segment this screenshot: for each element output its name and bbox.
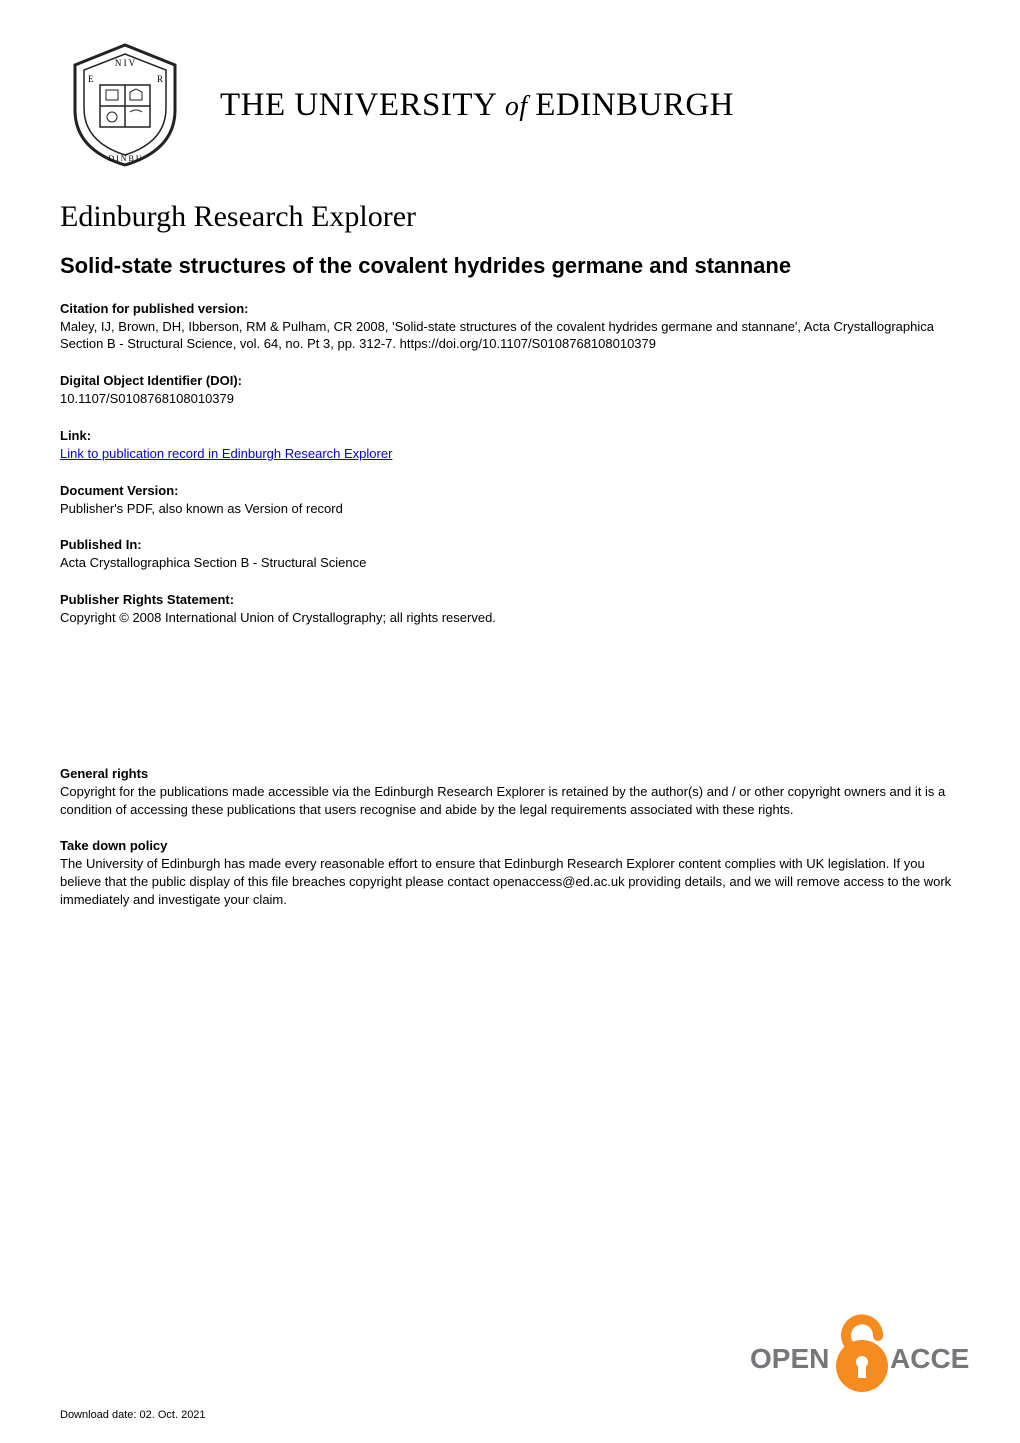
university-name: THE UNIVERSITY of EDINBURGH bbox=[220, 87, 734, 124]
svg-text:N I V: N I V bbox=[115, 58, 136, 68]
uni-name-pre: THE UNIVERSITY bbox=[220, 87, 505, 123]
open-access-logo: OPEN ACCESS bbox=[750, 1308, 970, 1398]
header: N I V E R D I N B U THE UNIVERSITY of ED… bbox=[60, 40, 960, 170]
paper-title: Solid-state structures of the covalent h… bbox=[60, 252, 960, 281]
uni-name-of: of bbox=[505, 91, 535, 122]
rights-text: Copyright © 2008 International Union of … bbox=[60, 609, 960, 627]
doi-label: Digital Object Identifier (DOI): bbox=[60, 373, 960, 388]
uni-name-post: EDINBURGH bbox=[535, 87, 734, 123]
explorer-title: Edinburgh Research Explorer bbox=[60, 200, 960, 234]
published-in-text: Acta Crystallographica Section B - Struc… bbox=[60, 554, 960, 572]
download-date: Download date: 02. Oct. 2021 bbox=[60, 1409, 206, 1421]
published-in-label: Published In: bbox=[60, 537, 960, 552]
doc-version-label: Document Version: bbox=[60, 483, 960, 498]
open-lock-icon bbox=[836, 1319, 888, 1392]
svg-text:D I N B U: D I N B U bbox=[108, 154, 142, 163]
oa-open-text: OPEN bbox=[750, 1343, 829, 1374]
publication-record-link[interactable]: Link to publication record in Edinburgh … bbox=[60, 446, 392, 461]
link-label: Link: bbox=[60, 428, 960, 443]
svg-text:R: R bbox=[157, 74, 163, 84]
takedown-label: Take down policy bbox=[60, 838, 960, 853]
oa-access-text: ACCESS bbox=[890, 1343, 970, 1374]
university-crest-icon: N I V E R D I N B U bbox=[60, 40, 190, 170]
general-rights-label: General rights bbox=[60, 766, 960, 781]
citation-text: Maley, IJ, Brown, DH, Ibberson, RM & Pul… bbox=[60, 318, 960, 353]
svg-text:E: E bbox=[88, 74, 94, 84]
rights-label: Publisher Rights Statement: bbox=[60, 592, 960, 607]
doi-link[interactable]: 10.1107/S0108768108010379 bbox=[60, 391, 234, 406]
citation-label: Citation for published version: bbox=[60, 301, 960, 316]
general-rights-text: Copyright for the publications made acce… bbox=[60, 783, 960, 818]
takedown-text: The University of Edinburgh has made eve… bbox=[60, 855, 960, 908]
doc-version-text: Publisher's PDF, also known as Version o… bbox=[60, 500, 960, 518]
